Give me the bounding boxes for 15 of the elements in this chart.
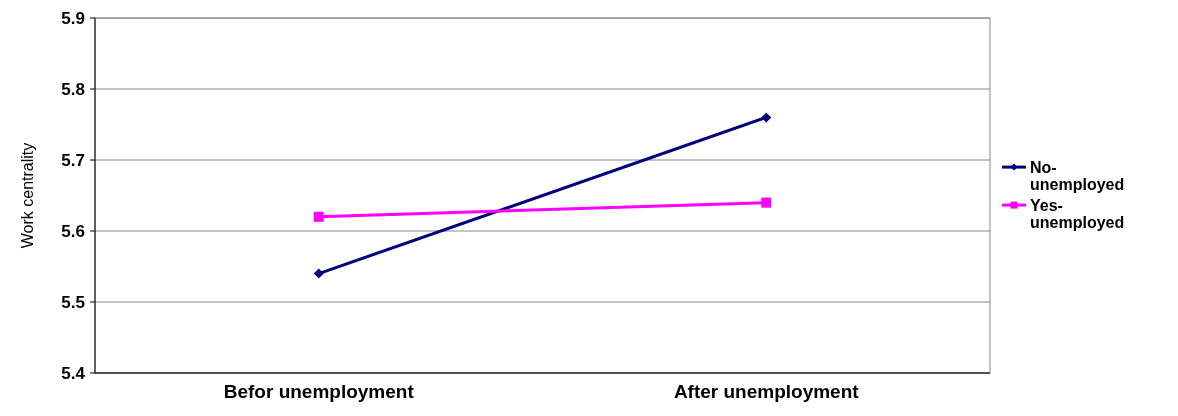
x-tick-label: After unemployment — [673, 381, 860, 402]
legend-label: Yes-unemployed — [1030, 196, 1125, 232]
point — [313, 268, 324, 279]
y-tick-label: 5.8 — [61, 79, 85, 99]
point — [761, 197, 772, 208]
x-tick-label: Befor unemployment — [223, 381, 415, 402]
y-tick-label: 5.5 — [61, 292, 85, 312]
point — [313, 211, 324, 222]
y-axis-title: Work centrality — [19, 142, 36, 249]
legend-label: No-unemployed — [1030, 158, 1125, 194]
y-tick-label: 5.6 — [61, 221, 85, 241]
y-tick-label: 5.4 — [61, 363, 86, 383]
y-tick-label: 5.9 — [61, 8, 85, 28]
y-tick-label: 5.7 — [61, 150, 85, 170]
point — [761, 112, 772, 123]
